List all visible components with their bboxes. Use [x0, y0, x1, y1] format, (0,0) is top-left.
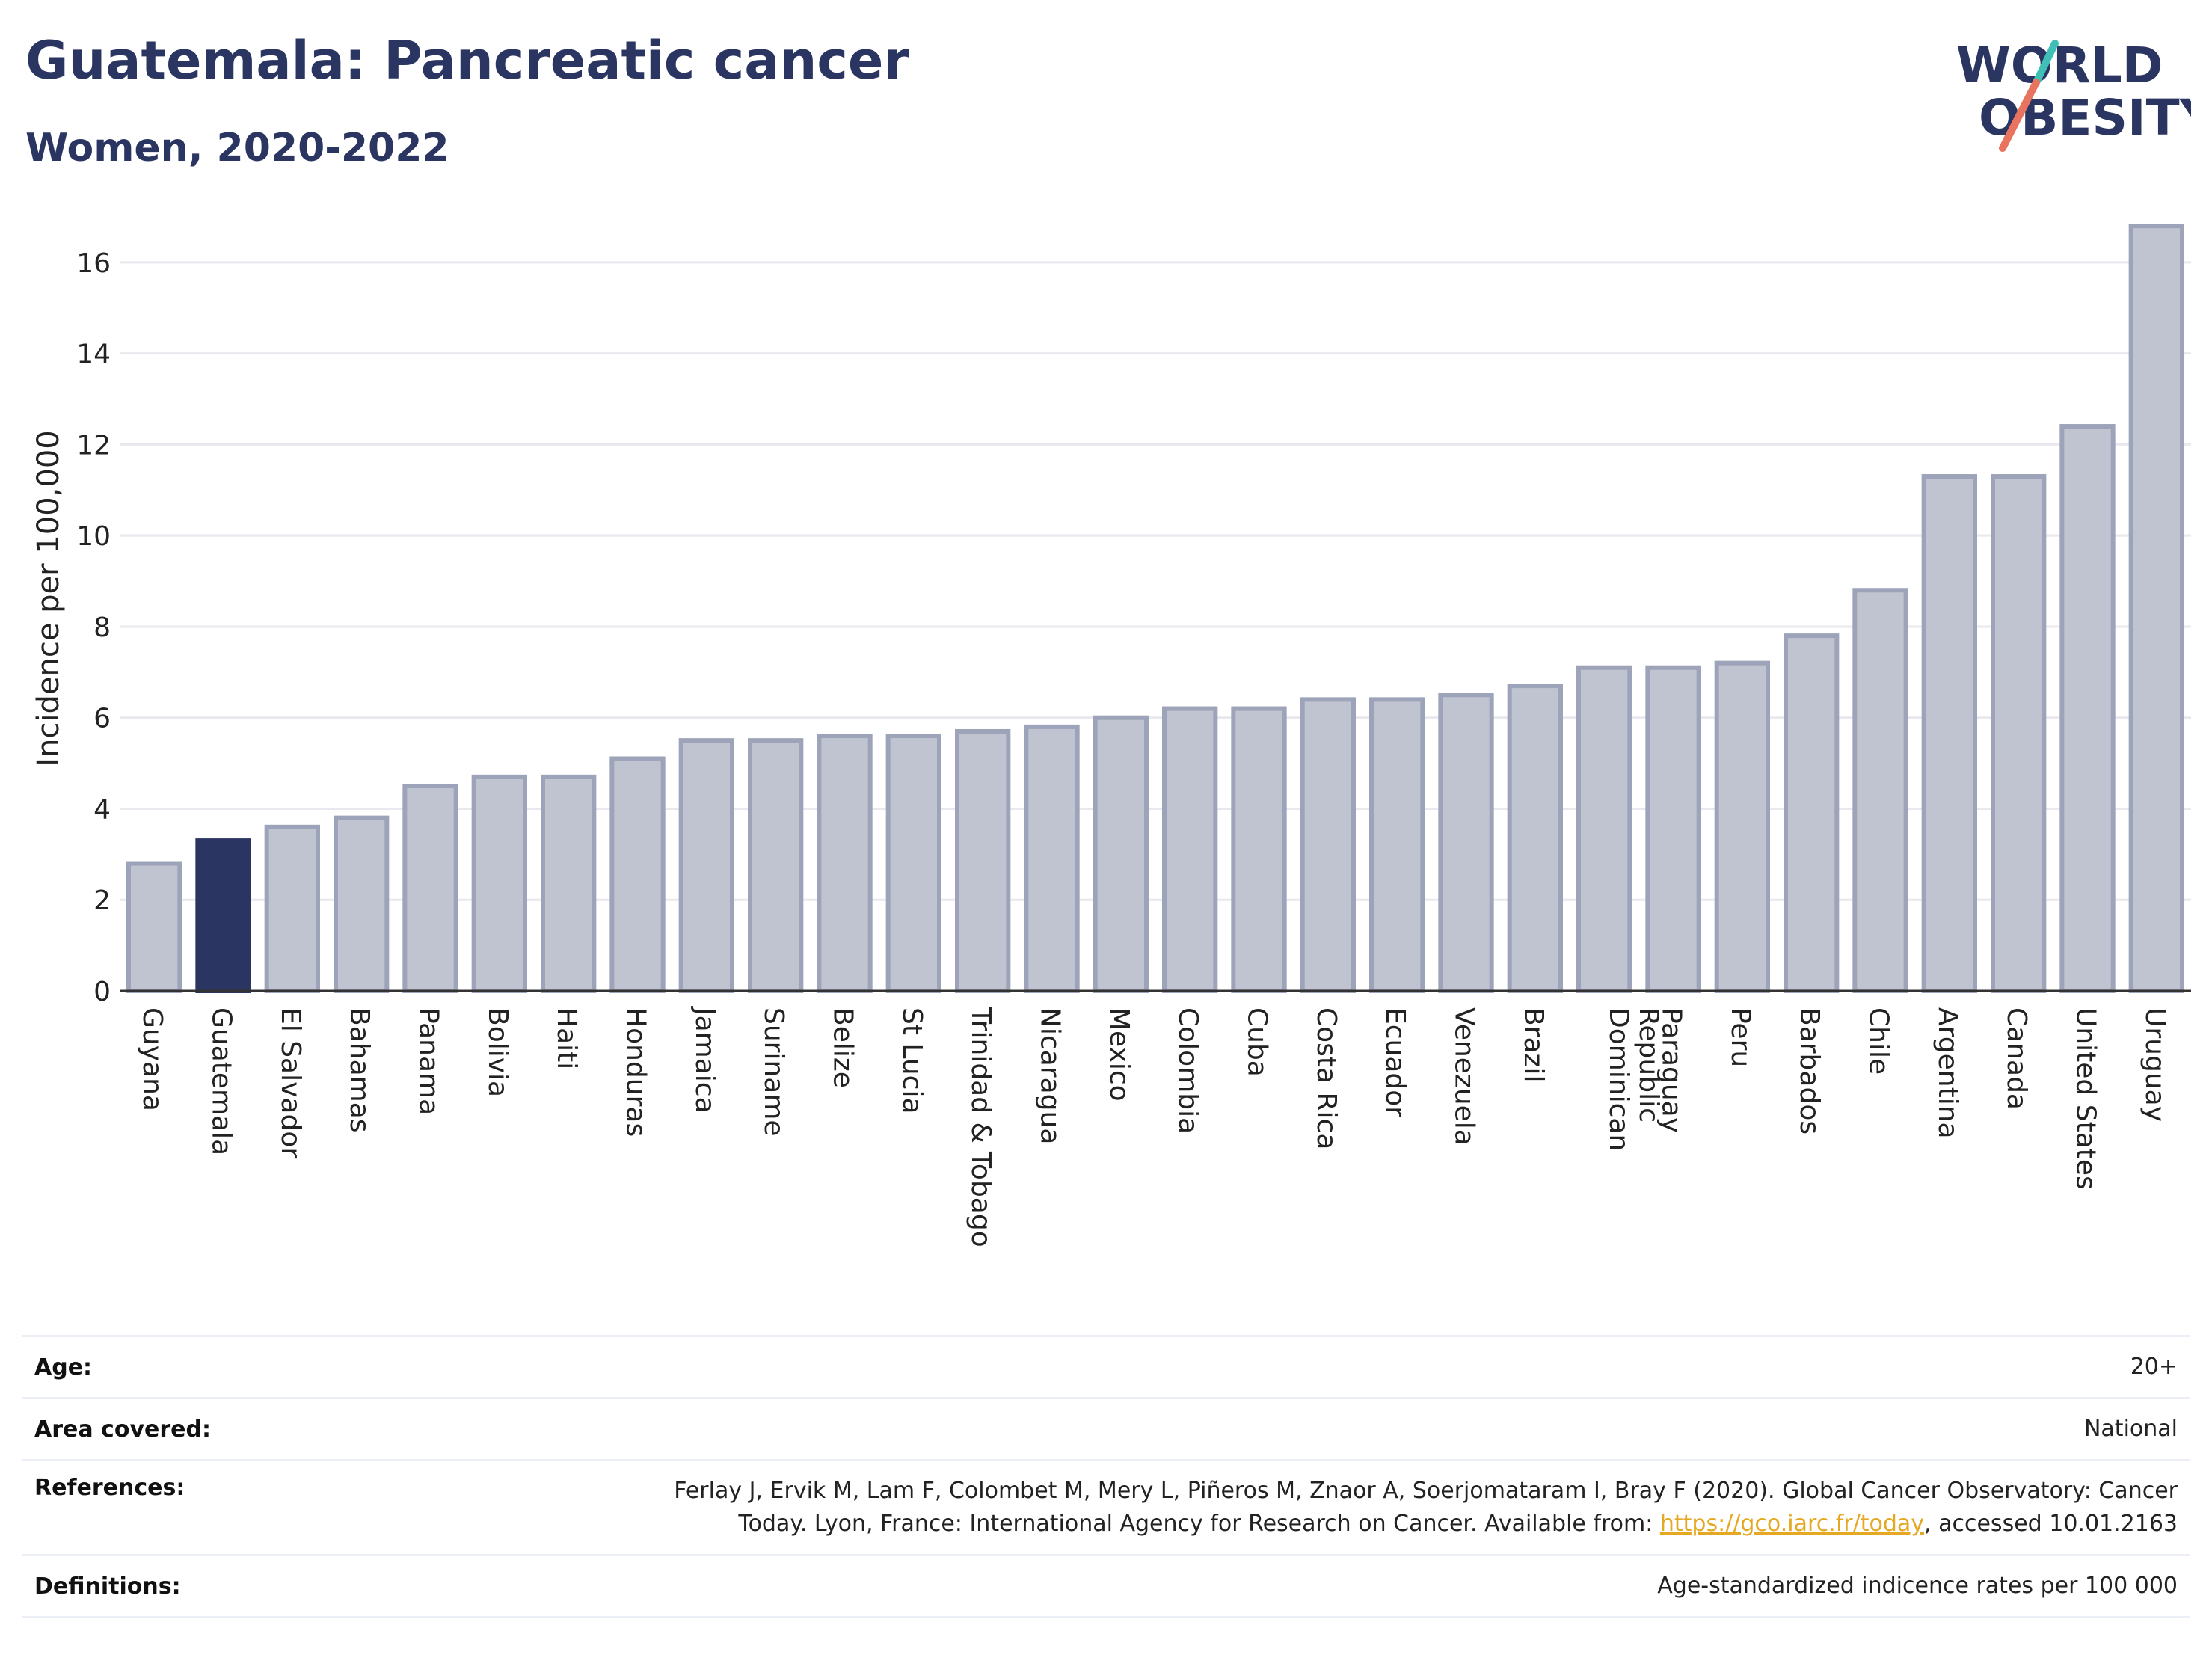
logo-slash-teal — [2033, 40, 2059, 86]
age-value: 20+ — [2130, 1354, 2178, 1380]
bar-uruguay — [2128, 224, 2184, 994]
bar-guatemala — [195, 838, 251, 994]
bar-mexico — [1093, 715, 1149, 993]
x-tick-label: Peru — [1725, 1007, 1756, 1067]
bar-argentina — [1921, 474, 1977, 993]
bar-panama — [402, 784, 458, 993]
x-tick-label: Panama — [414, 1007, 444, 1115]
x-tick-label: Ecuador — [1380, 1007, 1410, 1117]
bar-guyana — [126, 861, 182, 993]
bar-nicaragua — [1024, 724, 1080, 993]
references-text-1: Ferlay J, Ervik M, Lam F, Colombet M, Me… — [674, 1478, 2178, 1504]
x-tick-label: Honduras — [621, 1007, 651, 1137]
bar-honduras — [609, 756, 666, 993]
bar-dominican-republic — [1576, 665, 1632, 993]
x-tick-label: El Salvador — [275, 1007, 306, 1158]
bar-bolivia — [471, 774, 527, 993]
logo-slash-coral — [1999, 79, 2040, 152]
x-tick-label: Brazil — [1518, 1007, 1549, 1082]
x-tick-label: Canada — [2001, 1007, 2032, 1110]
x-tick-label: Argentina — [1932, 1007, 1963, 1139]
x-tick-label: Bahamas — [344, 1007, 375, 1133]
bar-ecuador — [1369, 697, 1425, 994]
bar-costa-rica — [1300, 697, 1356, 994]
x-tick-label: Colombia — [1173, 1007, 1203, 1134]
y-axis-label: Incidence per 100,000 — [31, 430, 66, 767]
bar-haiti — [541, 774, 597, 993]
x-tick-label: Guatemala — [206, 1007, 237, 1155]
bar-venezuela — [1438, 693, 1494, 993]
x-tick-label: Haiti — [551, 1007, 582, 1069]
x-tick-label: Barbados — [1794, 1007, 1825, 1134]
y-tick-label: 8 — [93, 612, 111, 643]
x-tick-label: Trinidad & Tobago — [965, 1007, 996, 1247]
logo-text-world: WORLD — [1956, 37, 2163, 94]
meta-row-area: Area covered: National — [22, 1397, 2190, 1459]
y-tick-label: 10 — [76, 521, 111, 552]
y-tick-label: 4 — [93, 794, 111, 825]
x-tick-label: Cuba — [1242, 1007, 1273, 1077]
references-text-2: Today. Lyon, France: International Agenc… — [738, 1511, 1660, 1537]
references-link[interactable]: https://gco.iarc.fr/today — [1659, 1511, 1925, 1537]
bar-jamaica — [678, 738, 734, 993]
bar-layer — [126, 224, 2184, 994]
y-tick-label: 14 — [76, 340, 111, 370]
x-tick-label: Bolivia — [482, 1007, 513, 1097]
x-tick-label: St Lucia — [897, 1007, 927, 1114]
x-tick-label: Suriname — [758, 1007, 789, 1137]
axis-layer: 0 2 4 6 8 10 12 14 16 Guyana Guatemala El Salvador B… — [76, 248, 2191, 1247]
bar-canada — [1991, 474, 2047, 993]
bar-chart: 0 2 4 6 8 10 12 14 16 Guyana Guatemala El Salvador B… — [31, 224, 2191, 1247]
meta-row-definitions: Definitions: Age-standardized indicence … — [22, 1554, 2190, 1618]
x-tick-label: Jamaica — [689, 1006, 720, 1114]
x-tick-label: Paraguay — [1656, 1007, 1687, 1133]
chart-subtitle: Women, 2020-2022 — [25, 126, 449, 171]
bar-chile — [1852, 588, 1908, 993]
references-text-3: , accessed 10.01.2163 — [1924, 1511, 2178, 1537]
y-tick-label: 0 — [93, 977, 111, 1007]
bar-trinidad-tobago — [955, 728, 1011, 993]
chart-title: Guatemala: Pancreatic cancer — [25, 30, 909, 91]
references-value: Ferlay J, Ervik M, Lam F, Colombet M, Me… — [674, 1475, 2190, 1541]
bar-barbados — [1784, 633, 1840, 994]
x-tick-label: Belize — [828, 1007, 858, 1088]
x-tick-label: Uruguay — [2139, 1007, 2170, 1122]
references-label: References: — [34, 1475, 185, 1501]
bar-bahamas — [334, 815, 390, 994]
bar-st-lucia — [885, 734, 941, 993]
bar-peru — [1714, 660, 1770, 993]
definitions-value: Age-standardized indicence rates per 100… — [1657, 1573, 2178, 1599]
world-obesity-logo: WORLD OBESITY — [1956, 37, 2191, 152]
bar-brazil — [1507, 684, 1563, 994]
definitions-label: Definitions: — [34, 1573, 181, 1600]
x-tick-label: Mexico — [1104, 1007, 1134, 1102]
age-label: Age: — [34, 1354, 93, 1381]
area-label: Area covered: — [34, 1416, 211, 1443]
bar-belize — [817, 734, 873, 993]
x-tick-label: Nicaragua — [1035, 1007, 1066, 1144]
area-value: National — [2083, 1416, 2178, 1442]
x-tick-label: DominicanRepublic — [1603, 1007, 1664, 1151]
metadata-table: Age: 20+ Area covered: National Referenc… — [22, 1335, 2190, 1618]
y-tick-label: 2 — [93, 885, 111, 916]
x-tick-label: Costa Rica — [1311, 1007, 1342, 1149]
meta-row-age: Age: 20+ — [22, 1335, 2190, 1397]
bar-colombia — [1162, 706, 1218, 993]
bar-suriname — [748, 738, 804, 993]
x-tick-label: Chile — [1864, 1007, 1894, 1075]
y-tick-label: 6 — [93, 704, 111, 734]
y-tick-label: 12 — [76, 430, 111, 461]
x-tick-label: Venezuela — [1449, 1007, 1480, 1146]
bar-cuba — [1231, 706, 1287, 993]
bar-el-salvador — [264, 824, 320, 993]
y-tick-label: 16 — [76, 248, 111, 279]
x-tick-label: Guyana — [137, 1007, 168, 1111]
bar-paraguay — [1645, 665, 1701, 993]
x-tick-label: United States — [2071, 1007, 2101, 1190]
bar-united-states — [2059, 424, 2116, 993]
grid-layer — [120, 261, 2191, 901]
meta-row-references: References: Ferlay J, Ervik M, Lam F, Co… — [22, 1459, 2190, 1554]
